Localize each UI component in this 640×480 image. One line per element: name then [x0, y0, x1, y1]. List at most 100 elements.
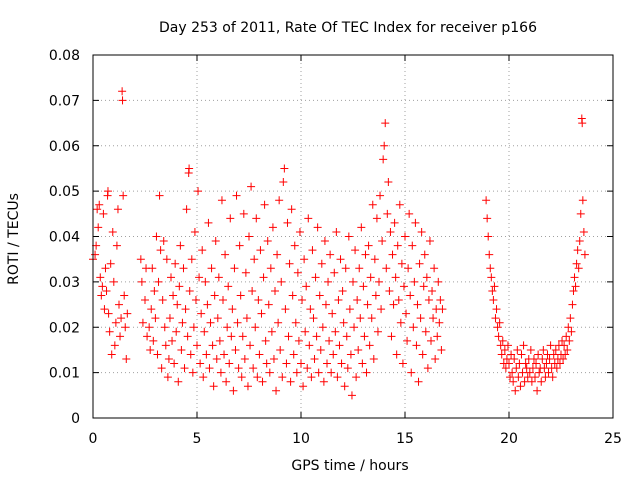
data-point	[383, 209, 392, 218]
data-point	[299, 382, 308, 391]
data-point	[91, 250, 100, 259]
data-point	[320, 237, 329, 246]
data-point	[574, 264, 583, 273]
data-point	[183, 332, 192, 341]
data-point	[398, 359, 407, 368]
data-point	[334, 296, 343, 305]
data-point	[362, 368, 371, 377]
x-tick-label: 10	[292, 431, 310, 447]
data-point	[326, 250, 335, 259]
data-point	[534, 350, 543, 359]
data-point	[436, 296, 445, 305]
data-point	[487, 273, 496, 282]
data-point	[569, 286, 578, 295]
data-points	[89, 87, 589, 400]
data-point	[523, 373, 532, 382]
data-point	[267, 327, 276, 336]
data-point	[107, 350, 116, 359]
data-point	[308, 246, 317, 255]
data-point	[429, 314, 438, 323]
data-point	[185, 164, 194, 173]
data-point	[341, 264, 350, 273]
data-point	[576, 209, 585, 218]
data-point	[360, 332, 369, 341]
data-point	[415, 259, 424, 268]
data-point	[155, 191, 164, 200]
data-point	[532, 359, 541, 368]
data-point	[510, 355, 519, 364]
data-point	[525, 368, 534, 377]
data-point	[118, 87, 127, 96]
data-point	[226, 214, 235, 223]
data-point	[97, 291, 106, 300]
data-point	[312, 332, 321, 341]
y-tick-labels: 0 0.01 0.02 0.03 0.04 0.05 0.06 0.07 0.08	[49, 48, 80, 427]
data-point	[154, 277, 163, 286]
data-point	[401, 232, 409, 241]
data-point	[196, 359, 205, 368]
data-point	[494, 332, 503, 341]
data-point	[338, 286, 347, 295]
data-point	[501, 364, 510, 373]
data-point	[352, 373, 361, 382]
data-point	[215, 336, 224, 345]
data-point	[217, 196, 226, 205]
data-point	[505, 359, 513, 368]
data-point	[306, 305, 315, 314]
data-point	[542, 359, 551, 368]
data-point	[520, 377, 529, 386]
data-point	[281, 305, 290, 314]
y-tick-label: 0.02	[49, 320, 80, 336]
data-point	[314, 368, 323, 377]
data-point	[521, 359, 530, 368]
data-point	[291, 318, 300, 327]
data-point	[575, 237, 584, 246]
data-point	[372, 214, 381, 223]
data-point	[152, 232, 161, 241]
data-point	[117, 314, 126, 323]
data-point	[433, 332, 442, 341]
data-point	[99, 209, 108, 218]
data-point	[512, 364, 521, 373]
data-point	[145, 323, 154, 332]
data-point	[275, 196, 284, 205]
data-point	[335, 341, 344, 350]
data-point	[284, 332, 293, 341]
data-point	[138, 318, 147, 327]
data-point	[498, 336, 507, 345]
data-point	[160, 323, 169, 332]
data-point	[369, 355, 378, 364]
data-point	[266, 264, 275, 273]
data-point	[106, 259, 115, 268]
data-point	[248, 286, 257, 295]
data-point	[292, 368, 301, 377]
data-point	[254, 296, 263, 305]
data-point	[175, 282, 184, 291]
data-point	[255, 350, 264, 359]
data-point	[564, 323, 573, 332]
data-point	[503, 341, 512, 350]
data-point	[514, 373, 523, 382]
data-point	[198, 246, 207, 255]
data-point	[500, 345, 509, 354]
data-point	[276, 345, 285, 354]
y-tick-label: 0	[71, 411, 80, 427]
data-point	[104, 309, 113, 318]
data-point	[364, 241, 373, 250]
data-point	[328, 309, 337, 318]
data-point	[570, 273, 579, 282]
data-point	[295, 227, 304, 236]
data-point	[256, 246, 265, 255]
data-point	[102, 286, 111, 295]
data-point	[421, 327, 430, 336]
data-point	[408, 241, 417, 250]
data-point	[170, 359, 179, 368]
data-point	[245, 232, 253, 241]
data-point	[162, 255, 171, 264]
data-point	[356, 314, 365, 323]
data-point	[96, 273, 105, 282]
data-point	[563, 345, 572, 354]
data-point	[211, 237, 220, 246]
data-point	[485, 250, 494, 259]
data-point	[105, 327, 114, 336]
